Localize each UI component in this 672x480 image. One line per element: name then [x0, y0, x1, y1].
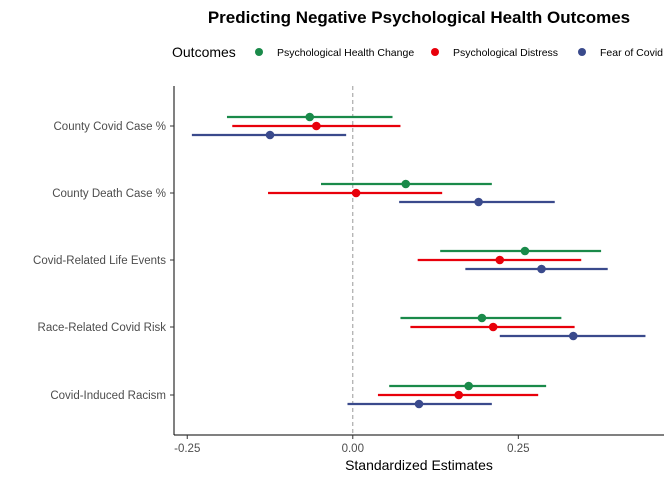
plot-panel: -0.25 0.00 0.25 County Covid Case % County D…: [33, 86, 664, 455]
estimate-point: [265, 130, 275, 140]
x-tick-label: 0.25: [507, 443, 529, 455]
legend-key: [578, 48, 586, 56]
estimate-point: [312, 121, 321, 131]
y-tick-label: Covid-Induced Racism: [50, 390, 166, 402]
legend-key: [431, 48, 439, 56]
estimate-point: [351, 188, 361, 198]
estimate-point: [520, 246, 530, 256]
estimate-point: [305, 112, 315, 122]
estimate-point: [454, 390, 464, 400]
estimate-point: [401, 179, 411, 189]
estimate-point: [464, 381, 473, 391]
x-tick-label: -0.25: [174, 443, 200, 455]
legend-label: Fear of Covid: [600, 47, 663, 59]
estimate-point: [495, 255, 505, 265]
legend-label: Psychological Distress: [453, 47, 558, 59]
y-tick-label: Covid-Related Life Events: [33, 255, 166, 267]
legend-label: Psychological Health Change: [277, 47, 414, 59]
legend-title: Outcomes: [172, 44, 236, 60]
x-tick-label: 0.00: [342, 443, 364, 455]
y-tick-label: County Covid Case %: [54, 121, 167, 133]
chart-title: Predicting Negative Psychological Health…: [208, 8, 630, 27]
legend: Outcomes Psychological Health Change Psyc…: [172, 44, 663, 60]
estimate-point: [474, 197, 483, 207]
estimate-point: [414, 399, 424, 409]
y-tick-label: Race-Related Covid Risk: [38, 322, 167, 334]
legend-key: [255, 48, 263, 56]
y-tick-label: County Death Case %: [52, 188, 166, 200]
estimate-point: [488, 322, 498, 332]
estimate-point: [537, 264, 546, 274]
estimate-point: [568, 331, 578, 341]
x-axis-title: Standardized Estimates: [345, 457, 493, 473]
estimate-point: [477, 313, 487, 323]
